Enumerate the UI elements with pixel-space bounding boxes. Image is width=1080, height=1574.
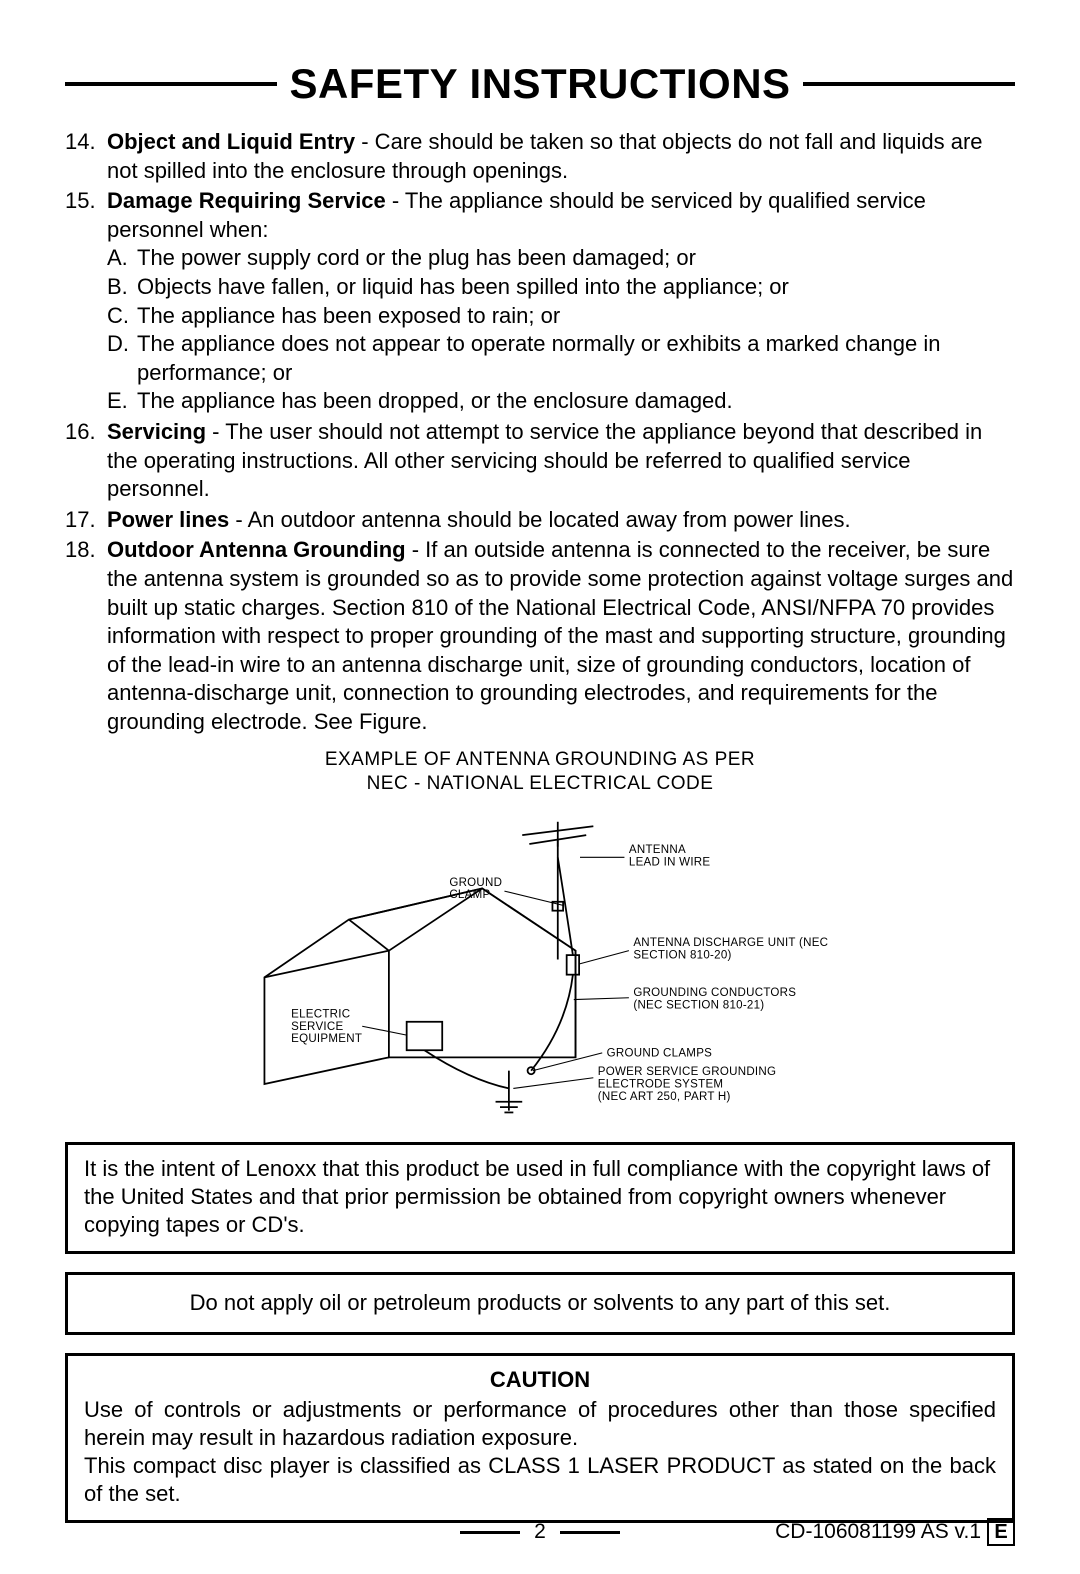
sub-letter: E.: [107, 387, 137, 416]
item-heading: Power lines: [107, 507, 229, 532]
item-text: - An outdoor antenna should be located a…: [229, 507, 850, 532]
footer-rule-right: [560, 1531, 620, 1534]
instruction-item: 18.Outdoor Antenna Grounding - If an out…: [65, 536, 1015, 736]
item-heading: Outdoor Antenna Grounding: [107, 537, 406, 562]
sub-text: The appliance does not appear to operate…: [137, 330, 1015, 387]
doc-badge: E: [987, 1518, 1015, 1546]
instruction-item: 14.Object and Liquid Entry - Care should…: [65, 128, 1015, 185]
antenna-grounding-diagram: ANTENNA LEAD IN WIRE GROUND CLAMP ANTENN…: [190, 804, 890, 1124]
copyright-text: It is the intent of Lenoxx that this pro…: [84, 1156, 990, 1237]
sub-item: A.The power supply cord or the plug has …: [107, 244, 1015, 273]
item-number: 16.: [65, 418, 107, 504]
sub-letter: C.: [107, 302, 137, 331]
doc-id-text: CD-106081199 AS v.1: [775, 1520, 981, 1544]
sub-text: Objects have fallen, or liquid has been …: [137, 273, 789, 302]
caution-body-2: This compact disc player is classified a…: [84, 1452, 996, 1508]
item-body: Power lines - An outdoor antenna should …: [107, 506, 1015, 535]
title-rule-right: [803, 82, 1015, 86]
sub-item: E.The appliance has been dropped, or the…: [107, 387, 1015, 416]
caution-heading: CAUTION: [84, 1366, 996, 1394]
sub-list: A.The power supply cord or the plug has …: [107, 244, 1015, 416]
item-body: Outdoor Antenna Grounding - If an outsid…: [107, 536, 1015, 736]
figure-caption-line2: NEC - NATIONAL ELECTRICAL CODE: [367, 773, 714, 794]
title-rule-left: [65, 82, 277, 86]
doc-id: CD-106081199 AS v.1 E: [775, 1518, 1015, 1546]
figure-caption: EXAMPLE OF ANTENNA GROUNDING AS PER NEC …: [65, 748, 1015, 796]
caution-body-1: Use of controls or adjustments or perfor…: [84, 1396, 996, 1452]
item-number: 15.: [65, 187, 107, 416]
copyright-box: It is the intent of Lenoxx that this pro…: [65, 1142, 1015, 1254]
label-grounding-conductors: GROUNDING CONDUCTORS (NEC SECTION 810-21…: [633, 987, 799, 1011]
page-footer: 2 CD-106081199 AS v.1 E: [65, 1520, 1015, 1544]
item-body: Damage Requiring Service - The appliance…: [107, 187, 1015, 416]
item-text: - If an outside antenna is connected to …: [107, 537, 1013, 734]
label-antenna-lead: ANTENNA LEAD IN WIRE: [629, 844, 711, 868]
item-body: Servicing - The user should not attempt …: [107, 418, 1015, 504]
sub-text: The appliance has been exposed to rain; …: [137, 302, 560, 331]
instruction-item: 17.Power lines - An outdoor antenna shou…: [65, 506, 1015, 535]
caution-box: CAUTION Use of controls or adjustments o…: [65, 1353, 1015, 1524]
sub-letter: A.: [107, 244, 137, 273]
instruction-list: 14.Object and Liquid Entry - Care should…: [65, 128, 1015, 736]
item-body: Object and Liquid Entry - Care should be…: [107, 128, 1015, 185]
oil-box: Do not apply oil or petroleum products o…: [65, 1272, 1015, 1334]
label-electric-service: ELECTRIC SERVICE EQUIPMENT: [291, 1008, 362, 1045]
sub-text: The appliance has been dropped, or the e…: [137, 387, 733, 416]
item-heading: Object and Liquid Entry: [107, 129, 355, 154]
item-number: 18.: [65, 536, 107, 736]
page-number: 2: [534, 1520, 546, 1544]
oil-text: Do not apply oil or petroleum products o…: [190, 1290, 891, 1315]
sub-item: B.Objects have fallen, or liquid has bee…: [107, 273, 1015, 302]
item-heading: Servicing: [107, 419, 206, 444]
label-power-service: POWER SERVICE GROUNDING ELECTRODE SYSTEM…: [598, 1066, 780, 1103]
instruction-item: 16.Servicing - The user should not attem…: [65, 418, 1015, 504]
figure-caption-line1: EXAMPLE OF ANTENNA GROUNDING AS PER: [325, 749, 755, 770]
sub-item: D.The appliance does not appear to opera…: [107, 330, 1015, 387]
item-number: 17.: [65, 506, 107, 535]
item-number: 14.: [65, 128, 107, 185]
sub-text: The power supply cord or the plug has be…: [137, 244, 696, 273]
page-title: SAFETY INSTRUCTIONS: [289, 60, 790, 108]
footer-rule-left: [460, 1531, 520, 1534]
instruction-item: 15.Damage Requiring Service - The applia…: [65, 187, 1015, 416]
label-antenna-discharge: ANTENNA DISCHARGE UNIT (NEC SECTION 810-…: [633, 937, 831, 961]
title-row: SAFETY INSTRUCTIONS: [65, 60, 1015, 108]
item-text: - The user should not attempt to service…: [107, 419, 982, 501]
sub-item: C.The appliance has been exposed to rain…: [107, 302, 1015, 331]
item-heading: Damage Requiring Service: [107, 188, 386, 213]
label-ground-clamps: GROUND CLAMPS: [607, 1047, 713, 1059]
sub-letter: B.: [107, 273, 137, 302]
sub-letter: D.: [107, 330, 137, 387]
